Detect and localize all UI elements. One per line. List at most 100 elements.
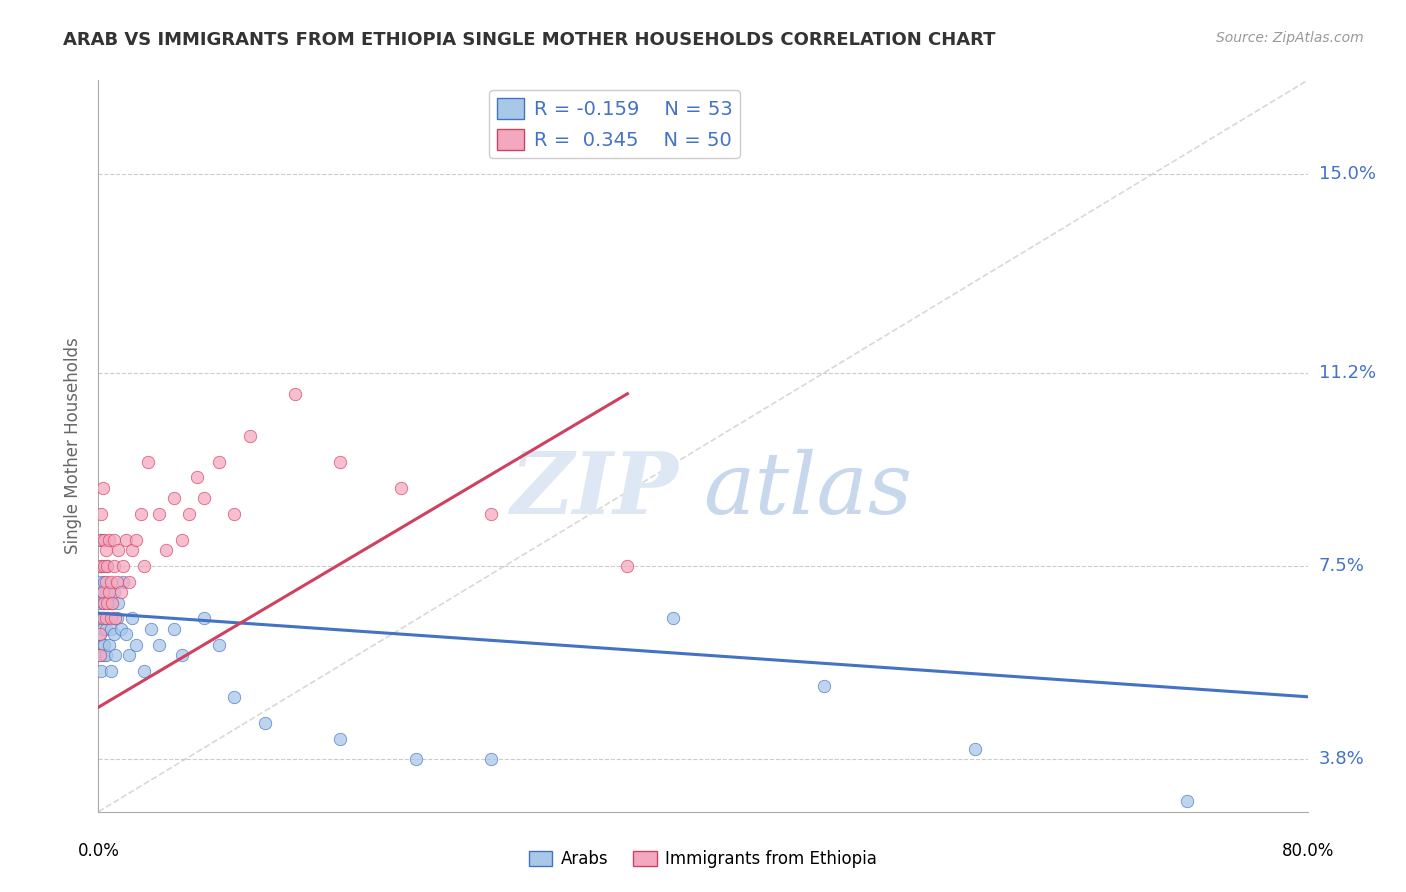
Text: 80.0%: 80.0%: [1281, 842, 1334, 860]
Point: [98, 638, 121, 652]
Point: [148, 507, 170, 521]
Point: [94, 648, 117, 662]
Text: atlas: atlas: [703, 449, 912, 532]
Legend: Arabs, Immigrants from Ethiopia: Arabs, Immigrants from Ethiopia: [523, 844, 883, 875]
Point: [94, 611, 117, 625]
Point: [89, 574, 111, 589]
Point: [91, 622, 114, 636]
Point: [107, 596, 129, 610]
Point: [94, 622, 117, 636]
Point: [111, 574, 134, 589]
Text: ZIP: ZIP: [510, 448, 679, 532]
Point: [186, 470, 208, 484]
Text: 11.2%: 11.2%: [1319, 364, 1376, 382]
Point: [105, 574, 128, 589]
Point: [193, 491, 215, 506]
Point: [94, 585, 117, 599]
Point: [163, 491, 186, 506]
Point: [148, 638, 170, 652]
Point: [98, 585, 121, 599]
Text: 0.0%: 0.0%: [77, 842, 120, 860]
Point: [90, 533, 112, 547]
Legend: R = -0.159    N = 53, R =  0.345    N = 50: R = -0.159 N = 53, R = 0.345 N = 50: [489, 90, 741, 158]
Point: [94, 574, 117, 589]
Point: [965, 742, 987, 756]
Point: [93, 611, 115, 625]
Point: [208, 638, 231, 652]
Point: [93, 574, 115, 589]
Point: [224, 690, 246, 704]
Point: [91, 585, 114, 599]
Point: [114, 627, 136, 641]
Point: [96, 559, 118, 574]
Point: [89, 648, 111, 662]
Point: [813, 679, 835, 693]
Point: [141, 622, 163, 636]
Point: [90, 559, 112, 574]
Point: [100, 611, 122, 625]
Point: [405, 752, 427, 766]
Point: [91, 638, 114, 652]
Point: [170, 648, 193, 662]
Point: [100, 574, 122, 589]
Point: [101, 596, 124, 610]
Point: [104, 611, 127, 625]
Point: [132, 559, 155, 574]
Point: [389, 481, 412, 495]
Point: [103, 627, 125, 641]
Point: [253, 715, 276, 730]
Point: [98, 533, 121, 547]
Point: [96, 596, 118, 610]
Point: [121, 611, 143, 625]
Point: [132, 664, 155, 678]
Point: [125, 638, 148, 652]
Point: [90, 611, 112, 625]
Point: [129, 507, 152, 521]
Point: [179, 507, 201, 521]
Point: [616, 559, 638, 574]
Point: [105, 611, 128, 625]
Point: [125, 533, 148, 547]
Point: [90, 507, 112, 521]
Point: [224, 507, 246, 521]
Point: [114, 533, 136, 547]
Point: [107, 543, 129, 558]
Point: [284, 386, 307, 401]
Point: [163, 622, 186, 636]
Point: [89, 627, 111, 641]
Point: [121, 543, 143, 558]
Point: [103, 559, 125, 574]
Point: [155, 543, 177, 558]
Point: [208, 455, 231, 469]
Point: [104, 648, 127, 662]
Point: [93, 559, 115, 574]
Point: [90, 559, 112, 574]
Text: 15.0%: 15.0%: [1319, 165, 1375, 184]
Point: [91, 596, 114, 610]
Point: [481, 752, 503, 766]
Point: [1175, 794, 1198, 808]
Point: [103, 585, 125, 599]
Point: [93, 638, 115, 652]
Point: [481, 507, 503, 521]
Point: [93, 648, 115, 662]
Point: [96, 611, 118, 625]
Text: 7.5%: 7.5%: [1319, 558, 1365, 575]
Point: [94, 543, 117, 558]
Point: [110, 622, 132, 636]
Point: [91, 611, 114, 625]
Text: Source: ZipAtlas.com: Source: ZipAtlas.com: [1216, 31, 1364, 45]
Point: [170, 533, 193, 547]
Point: [93, 533, 115, 547]
Point: [100, 664, 122, 678]
Point: [89, 596, 111, 610]
Point: [193, 611, 215, 625]
Text: 3.8%: 3.8%: [1319, 750, 1364, 769]
Point: [96, 559, 118, 574]
Point: [91, 585, 114, 599]
Point: [93, 596, 115, 610]
Point: [98, 596, 121, 610]
Point: [89, 627, 111, 641]
Point: [118, 574, 141, 589]
Point: [100, 622, 122, 636]
